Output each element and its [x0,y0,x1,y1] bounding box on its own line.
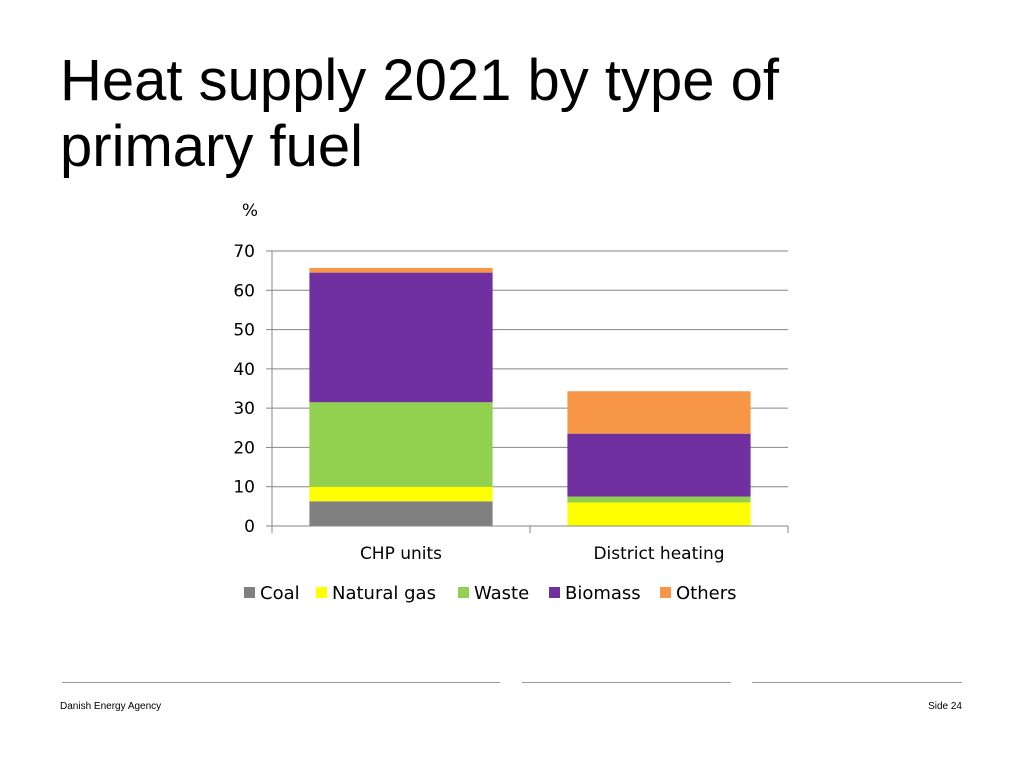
footer-organization: Danish Energy Agency [60,701,162,712]
legend-swatch-others [660,587,671,598]
bar-segment-natural-gas [567,502,751,526]
bars [309,267,751,526]
legend-swatch-biomass [549,587,560,598]
y-tick-label: 20 [233,438,255,458]
bar-segment-others [567,391,751,434]
footer-divider-left [62,682,500,683]
legend-swatch-natural-gas [316,587,327,598]
bar-segment-others [309,267,493,273]
y-tick-label: 50 [233,321,255,341]
bar-segment-waste [309,402,493,487]
y-tick-label: 60 [233,281,255,301]
footer-page-number: Side 24 [928,701,962,712]
legend-label-waste: Waste [474,583,529,604]
footer-divider-middle [522,682,731,683]
bar-segment-coal [309,501,493,526]
y-tick-label: 70 [233,242,255,262]
legend-label-natural-gas: Natural gas [332,583,436,604]
slide-title: Heat supply 2021 by type of primary fuel [60,48,780,179]
footer-divider-right [752,682,962,683]
y-tick-label: 30 [233,399,255,419]
y-tick-label: 10 [233,478,255,498]
y-tick-label: 40 [233,360,255,380]
legend-swatch-waste [458,587,469,598]
x-category-label: District heating [593,544,724,564]
bar-segment-natural-gas [309,486,493,502]
x-category-label: CHP units [360,544,442,564]
legend-swatch-coal [244,587,255,598]
legend: Coal Natural gas Waste Biomass Others [244,583,737,604]
bar-segment-waste [567,496,751,503]
legend-label-others: Others [676,583,737,604]
legend-label-biomass: Biomass [565,583,641,604]
bar-segment-biomass [309,272,493,403]
bar-segment-biomass [567,433,751,497]
axes: 0 10 20 30 40 50 60 70 CHP units District heating [233,242,789,564]
legend-label-coal: Coal [260,583,300,604]
unit-label: % [242,201,258,221]
y-tick-label: 0 [244,517,255,537]
